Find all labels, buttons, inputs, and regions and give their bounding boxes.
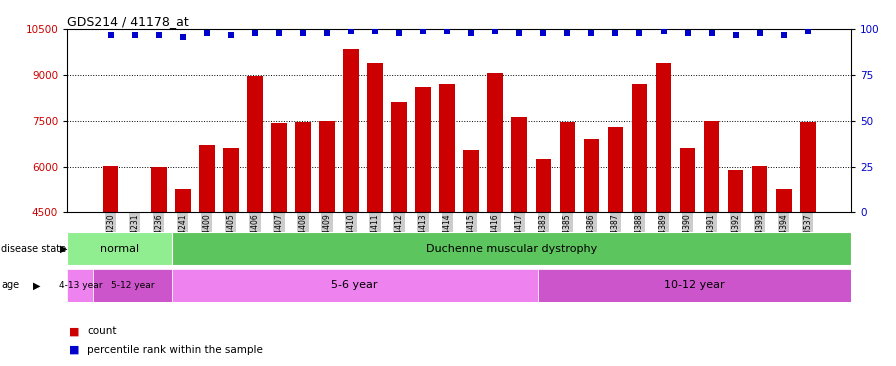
- Bar: [392, 102, 407, 350]
- Bar: [175, 189, 191, 350]
- Bar: [512, 117, 527, 350]
- Bar: [680, 147, 695, 350]
- Text: count: count: [87, 326, 116, 336]
- Point: [224, 32, 238, 38]
- Point: [536, 30, 550, 36]
- Bar: [800, 122, 815, 350]
- Text: percentile rank within the sample: percentile rank within the sample: [87, 344, 263, 355]
- Text: age: age: [1, 280, 19, 291]
- Bar: [93, 269, 172, 302]
- Point: [344, 28, 358, 34]
- Bar: [67, 269, 93, 302]
- Bar: [295, 122, 311, 350]
- Bar: [271, 123, 287, 350]
- Bar: [728, 169, 744, 350]
- Text: disease state: disease state: [1, 244, 66, 254]
- Bar: [703, 121, 719, 350]
- Point: [633, 30, 647, 36]
- Bar: [367, 63, 383, 350]
- Point: [513, 30, 527, 36]
- Point: [464, 30, 478, 36]
- Bar: [536, 159, 551, 350]
- Point: [608, 30, 623, 36]
- Point: [200, 30, 214, 36]
- Point: [271, 30, 286, 36]
- Point: [320, 30, 334, 36]
- Point: [247, 30, 262, 36]
- Bar: [343, 49, 358, 350]
- Point: [440, 28, 454, 34]
- Point: [127, 32, 142, 38]
- Bar: [103, 166, 118, 350]
- Text: 10-12 year: 10-12 year: [664, 280, 725, 291]
- Point: [488, 28, 503, 34]
- Bar: [199, 145, 215, 350]
- Bar: [487, 73, 503, 350]
- Bar: [439, 84, 455, 350]
- Text: ■: ■: [69, 344, 80, 355]
- Point: [416, 28, 430, 34]
- Point: [368, 28, 383, 34]
- Bar: [319, 121, 335, 350]
- Bar: [538, 269, 851, 302]
- Point: [151, 32, 166, 38]
- Point: [392, 30, 406, 36]
- Text: ▶: ▶: [60, 244, 67, 254]
- Bar: [127, 212, 142, 350]
- Bar: [151, 167, 167, 350]
- Point: [801, 28, 815, 34]
- Point: [584, 30, 599, 36]
- Text: 4-13 year: 4-13 year: [58, 281, 102, 290]
- Bar: [172, 232, 851, 265]
- Bar: [776, 189, 791, 350]
- Bar: [752, 166, 768, 350]
- Bar: [416, 87, 431, 350]
- Point: [753, 30, 767, 36]
- Bar: [247, 76, 263, 350]
- Text: 5-12 year: 5-12 year: [111, 281, 154, 290]
- Text: ■: ■: [69, 326, 80, 336]
- Text: ▶: ▶: [33, 280, 40, 291]
- Bar: [583, 139, 599, 350]
- Bar: [656, 63, 671, 350]
- Text: normal: normal: [100, 244, 139, 254]
- Point: [657, 28, 671, 34]
- Point: [704, 30, 719, 36]
- Point: [560, 30, 574, 36]
- Bar: [560, 122, 575, 350]
- Bar: [223, 148, 238, 350]
- Text: Duchenne muscular dystrophy: Duchenne muscular dystrophy: [426, 244, 597, 254]
- Point: [680, 30, 694, 36]
- Point: [296, 30, 310, 36]
- Bar: [632, 85, 647, 350]
- Point: [103, 32, 117, 38]
- Point: [728, 32, 743, 38]
- Text: 5-6 year: 5-6 year: [332, 280, 378, 291]
- Point: [777, 32, 791, 38]
- Bar: [607, 127, 624, 350]
- Bar: [67, 232, 172, 265]
- Bar: [172, 269, 538, 302]
- Bar: [463, 150, 479, 350]
- Text: GDS214 / 41178_at: GDS214 / 41178_at: [67, 15, 189, 28]
- Point: [176, 34, 190, 40]
